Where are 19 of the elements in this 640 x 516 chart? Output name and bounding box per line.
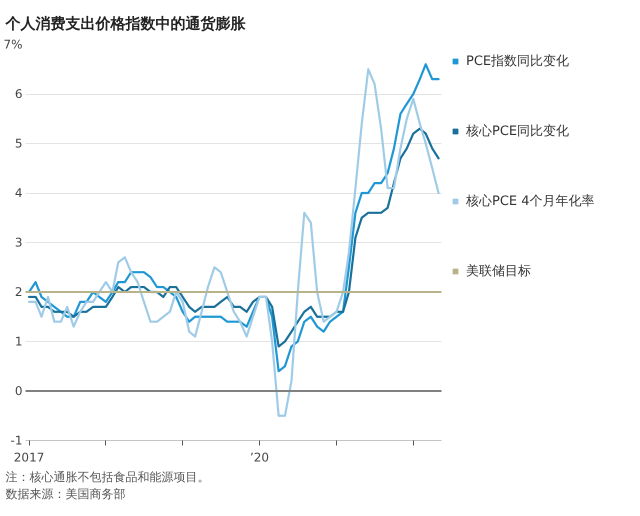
chart-title: 个人消费支出价格指数中的通货膨胀 <box>4 14 246 32</box>
x-tick-label: 2017 <box>14 450 44 464</box>
source-note: 数据来源：美国商务部 <box>6 487 126 501</box>
y-tick-label: 7% <box>3 38 23 52</box>
line-series <box>28 128 440 348</box>
y-tick-label: 0 <box>14 384 23 398</box>
x-tick-label: ’20 <box>250 450 270 464</box>
legend-label: PCE指数同比变化 <box>466 53 570 70</box>
legend-label: 美联储目标 <box>466 263 531 280</box>
y-tick-label: 6 <box>14 87 23 101</box>
y-tick-label: 1 <box>14 334 23 348</box>
legend-label: 核心PCE 4个月年化率 <box>466 193 595 210</box>
y-tick-label: 3 <box>14 236 23 250</box>
y-tick-label: 2 <box>14 285 23 299</box>
legend-label: 核心PCE同比变化 <box>466 123 570 140</box>
y-tick-label: -1 <box>10 434 23 448</box>
y-tick-label: 4 <box>14 186 23 200</box>
y-tick-label: 5 <box>14 136 23 150</box>
text: 注：核心通胀不包括食品和能源项目。 <box>6 470 210 484</box>
